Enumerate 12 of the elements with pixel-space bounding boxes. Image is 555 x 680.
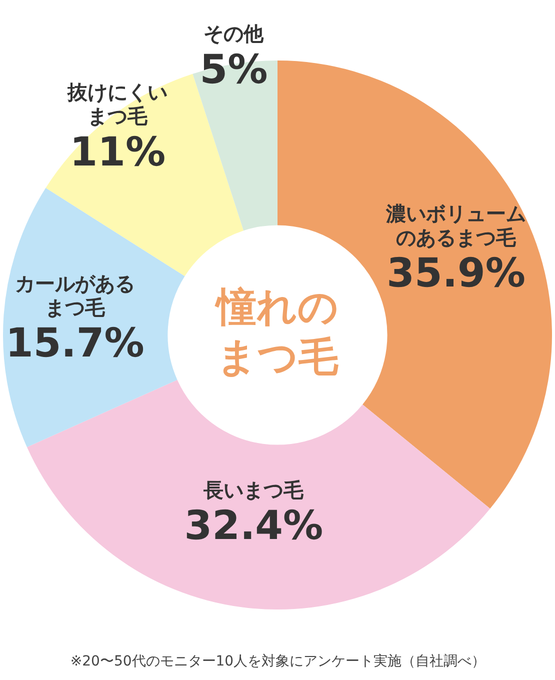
slice-label: 抜けにくいまつ毛 (66, 80, 168, 128)
data-label: 11% (70, 129, 166, 176)
slice-label: カールがあるまつ毛 (14, 272, 135, 320)
text: 憧れのまつ毛 (214, 284, 338, 380)
data-label: 32.4% (184, 502, 324, 549)
data-label: 5% (200, 46, 268, 93)
slice-label: その他 (204, 22, 265, 46)
slice-label: 長いまつ毛 (202, 478, 305, 502)
data-label: 15.7% (6, 320, 144, 367)
slice-label: 濃いボリュームのあるまつ毛 (385, 201, 526, 250)
data-label: 35.9% (386, 250, 526, 297)
text: ※20〜50代のモニター10人を対象にアンケート実施（自社調べ） (70, 654, 486, 670)
